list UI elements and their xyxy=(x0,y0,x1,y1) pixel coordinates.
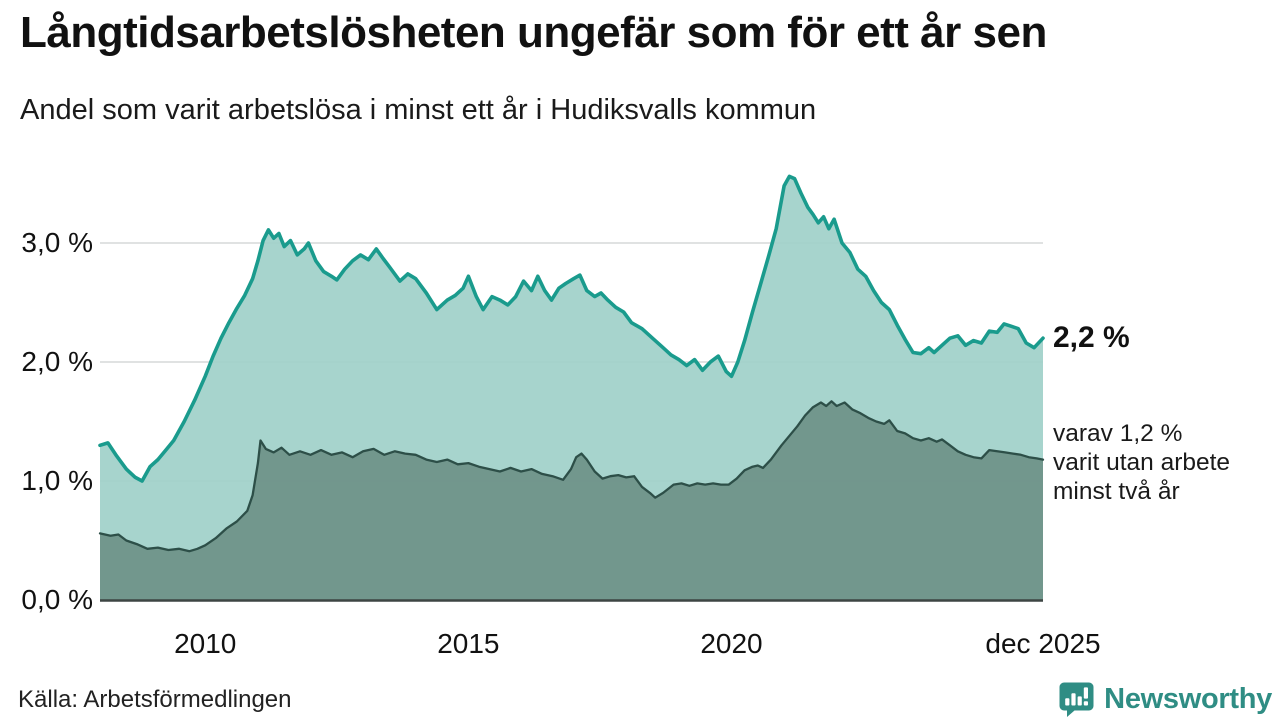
x-tick-label: 2015 xyxy=(437,628,500,659)
newsworthy-wordmark: Newsworthy xyxy=(1104,683,1272,715)
area-unemployed-2yr xyxy=(100,401,1043,600)
y-tick-label: 0,0 % xyxy=(21,584,93,615)
line-unemployed-2yr xyxy=(98,400,1045,553)
chart-subtitle: Andel som varit arbetslösa i minst ett å… xyxy=(20,94,817,126)
page-title: Långtidsarbetslösheten ungefär som för e… xyxy=(20,8,1047,57)
y-tick-label: 3,0 % xyxy=(21,227,93,258)
source-caption: Källa: Arbetsförmedlingen xyxy=(18,686,292,713)
end-value-label: 2,2 % xyxy=(1053,321,1130,354)
y-tick-label: 2,0 % xyxy=(21,346,93,377)
newsworthy-bubble-chart-icon xyxy=(1059,682,1094,717)
newsworthy-logo: Newsworthy xyxy=(1058,681,1272,718)
x-tick-label: dec 2025 xyxy=(985,628,1101,659)
x-tick-label: 2010 xyxy=(174,628,237,659)
line-unemployed-1yr xyxy=(98,174,1045,483)
sub-series-annotation: varav 1,2 % varit utan arbete minst två … xyxy=(1053,420,1231,505)
x-tick-label: 2020 xyxy=(700,628,763,659)
y-tick-label: 1,0 % xyxy=(21,465,93,496)
